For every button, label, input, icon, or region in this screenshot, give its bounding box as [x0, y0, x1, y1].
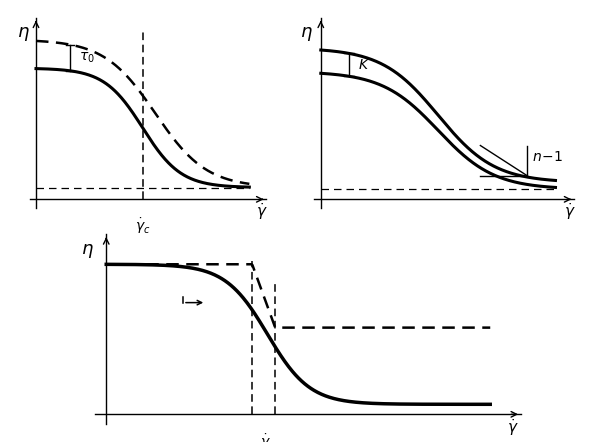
- Text: $\eta$: $\eta$: [17, 26, 30, 43]
- Text: $n\!-\!1$: $n\!-\!1$: [532, 150, 563, 164]
- Text: $K$: $K$: [358, 58, 371, 72]
- Text: $\eta$: $\eta$: [81, 242, 94, 260]
- Text: $\dot{\gamma}$: $\dot{\gamma}$: [507, 417, 519, 438]
- Text: $\dot{\gamma}_c$: $\dot{\gamma}_c$: [260, 433, 275, 442]
- Text: $\tau_0$: $\tau_0$: [79, 51, 95, 65]
- Text: $\dot{\gamma}$: $\dot{\gamma}$: [564, 201, 575, 221]
- Text: $\eta$: $\eta$: [300, 26, 313, 43]
- Text: $\dot{\gamma}_c$: $\dot{\gamma}_c$: [135, 216, 150, 236]
- Text: $\dot{\gamma}$: $\dot{\gamma}$: [256, 201, 268, 221]
